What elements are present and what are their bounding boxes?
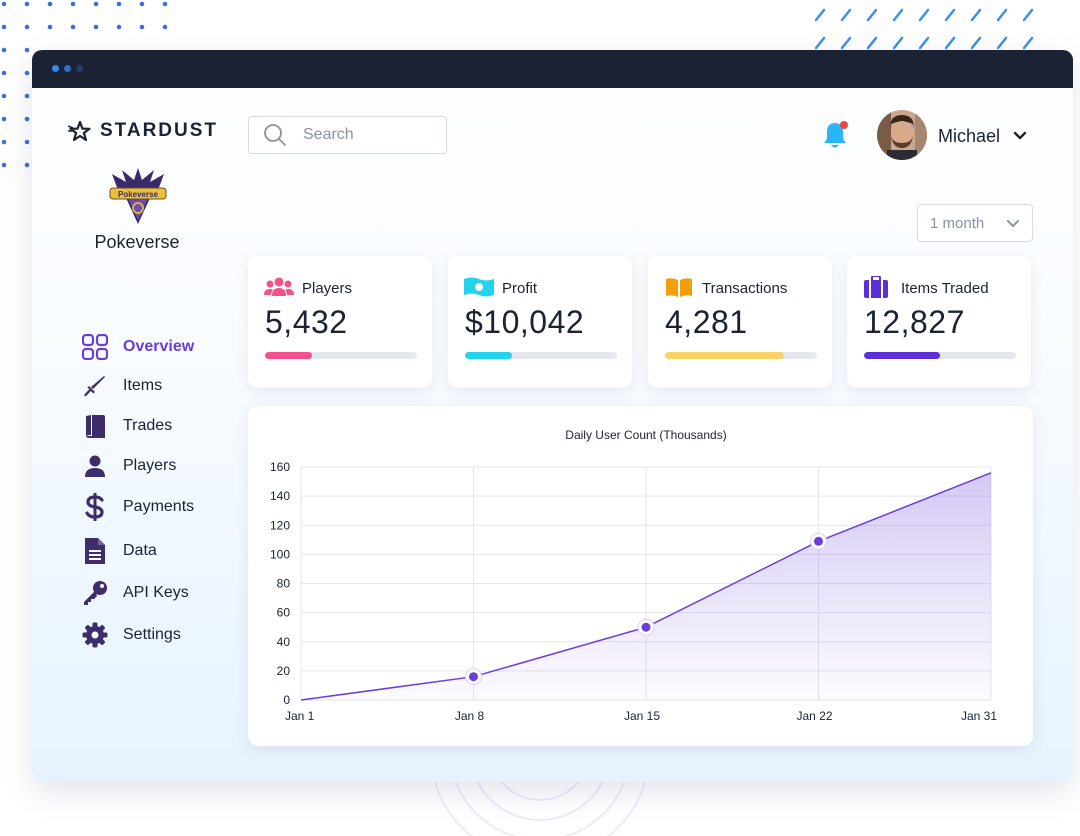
chart-title: Daily User Count (Thousands) <box>565 428 726 442</box>
card-value: $10,042 <box>465 304 585 340</box>
data-point[interactable] <box>638 619 654 635</box>
stat-card-profit[interactable]: Profit $10,042 <box>448 256 632 388</box>
brand-name: STARDUST <box>100 120 219 141</box>
window-dot-close[interactable] <box>52 65 59 72</box>
progress-fill <box>665 352 784 359</box>
sidebar-item-label: Overview <box>123 338 195 355</box>
app-window: STARDUST Pokeverse Pokeverse <box>32 50 1073 782</box>
progress-fill <box>265 352 313 359</box>
sidebar-item-overview[interactable]: Overview <box>80 332 230 362</box>
open-book-icon <box>666 278 692 297</box>
progress-fill <box>465 352 513 359</box>
progress-bar <box>465 352 617 359</box>
y-tick-label: 40 <box>277 635 291 649</box>
people-icon <box>264 277 294 296</box>
window-titlebar <box>32 50 1073 88</box>
money-icon <box>464 277 494 297</box>
y-tick-label: 100 <box>270 547 290 561</box>
y-tick-label: 20 <box>277 664 291 678</box>
x-tick-label: Jan 22 <box>796 709 832 723</box>
chevron-down-icon[interactable] <box>1012 128 1028 144</box>
y-tick-label: 160 <box>270 460 290 474</box>
y-tick-label: 140 <box>270 489 290 503</box>
search-box[interactable] <box>248 116 447 154</box>
brand-logo[interactable]: STARDUST <box>68 120 218 142</box>
sidebar-item-data[interactable]: Data <box>80 536 230 566</box>
window-dot-maximize[interactable] <box>76 65 83 72</box>
sidebar-item-label: Payments <box>123 498 195 515</box>
notification-dot <box>840 121 848 129</box>
sidebar-item-trades[interactable]: Trades <box>80 411 230 441</box>
daily-user-chart: Daily User Count (Thousands) 0 20 40 60 80 100… <box>270 428 997 723</box>
y-tick-label: 120 <box>270 518 290 532</box>
card-value: 12,827 <box>864 304 965 340</box>
window-dot-minimize[interactable] <box>64 65 71 72</box>
briefcase-icon <box>864 276 888 298</box>
user-name[interactable]: Michael <box>938 126 1001 146</box>
search-input[interactable] <box>303 126 443 144</box>
game-logo-text: Pokeverse <box>118 190 159 199</box>
sidebar-item-label: Settings <box>123 626 181 643</box>
x-tick-label: Jan 8 <box>455 709 485 723</box>
book-icon <box>80 411 110 441</box>
sword-icon <box>80 371 110 401</box>
sidebar-item-label: Players <box>123 457 177 474</box>
x-tick-label: Jan 31 <box>961 709 997 723</box>
grid-icon <box>80 332 110 362</box>
progress-fill <box>864 352 940 359</box>
stat-card-items-traded[interactable]: Items Traded 12,827 <box>847 256 1031 388</box>
data-point[interactable] <box>466 669 481 685</box>
y-tick-label: 0 <box>283 693 290 707</box>
sidebar-item-label: Trades <box>123 417 173 434</box>
key-icon <box>80 578 110 608</box>
dash-pattern-decoration <box>814 8 1034 50</box>
sidebar-item-label: Items <box>123 377 163 394</box>
data-point[interactable] <box>811 533 826 549</box>
y-tick-label: 60 <box>277 606 291 620</box>
gear-icon <box>80 620 110 650</box>
card-value: 4,281 <box>665 304 748 340</box>
stat-card-transactions[interactable]: Transactions 4,281 <box>648 256 832 388</box>
game-name: Pokeverse <box>94 232 180 252</box>
period-select[interactable]: 1 month <box>917 204 1033 242</box>
stat-card-players[interactable]: Players 5,432 <box>248 256 432 388</box>
card-value: 5,432 <box>265 304 348 340</box>
progress-bar <box>265 352 417 359</box>
sidebar-item-api-keys[interactable]: API Keys <box>80 578 230 608</box>
game-logo[interactable]: Pokeverse <box>106 168 170 226</box>
progress-bar <box>864 352 1016 359</box>
sidebar-item-items[interactable]: Items <box>80 371 230 401</box>
period-select-value: 1 month <box>930 214 985 232</box>
sidebar-item-payments[interactable]: Payments <box>80 492 230 522</box>
ring-decoration <box>429 760 651 836</box>
card-title: Players <box>302 280 353 297</box>
dot-pattern-decoration <box>1 1 168 168</box>
sidebar-item-settings[interactable]: Settings <box>80 620 230 650</box>
card-title: Profit <box>502 280 538 297</box>
series-area <box>301 472 991 700</box>
sidebar-item-label: Data <box>123 542 157 559</box>
x-tick-label: Jan 15 <box>624 709 660 723</box>
card-title: Transactions <box>702 280 788 297</box>
x-tick-label: Jan 1 <box>285 709 315 723</box>
document-icon <box>80 536 110 566</box>
sidebar-item-label: API Keys <box>123 584 189 601</box>
notification-bell-icon[interactable] <box>818 118 852 152</box>
dollar-icon <box>80 492 110 522</box>
search-icon <box>264 124 286 146</box>
y-tick-label: 80 <box>277 577 291 591</box>
star-icon <box>68 120 91 142</box>
chart-card: Daily User Count (Thousands) 0 20 40 60 80 100… <box>248 406 1033 746</box>
person-icon <box>80 451 110 481</box>
chevron-down-icon <box>1007 220 1019 227</box>
card-title: Items Traded <box>901 280 989 297</box>
sidebar-item-players[interactable]: Players <box>80 451 230 481</box>
progress-bar <box>665 352 817 359</box>
avatar[interactable] <box>877 110 927 160</box>
